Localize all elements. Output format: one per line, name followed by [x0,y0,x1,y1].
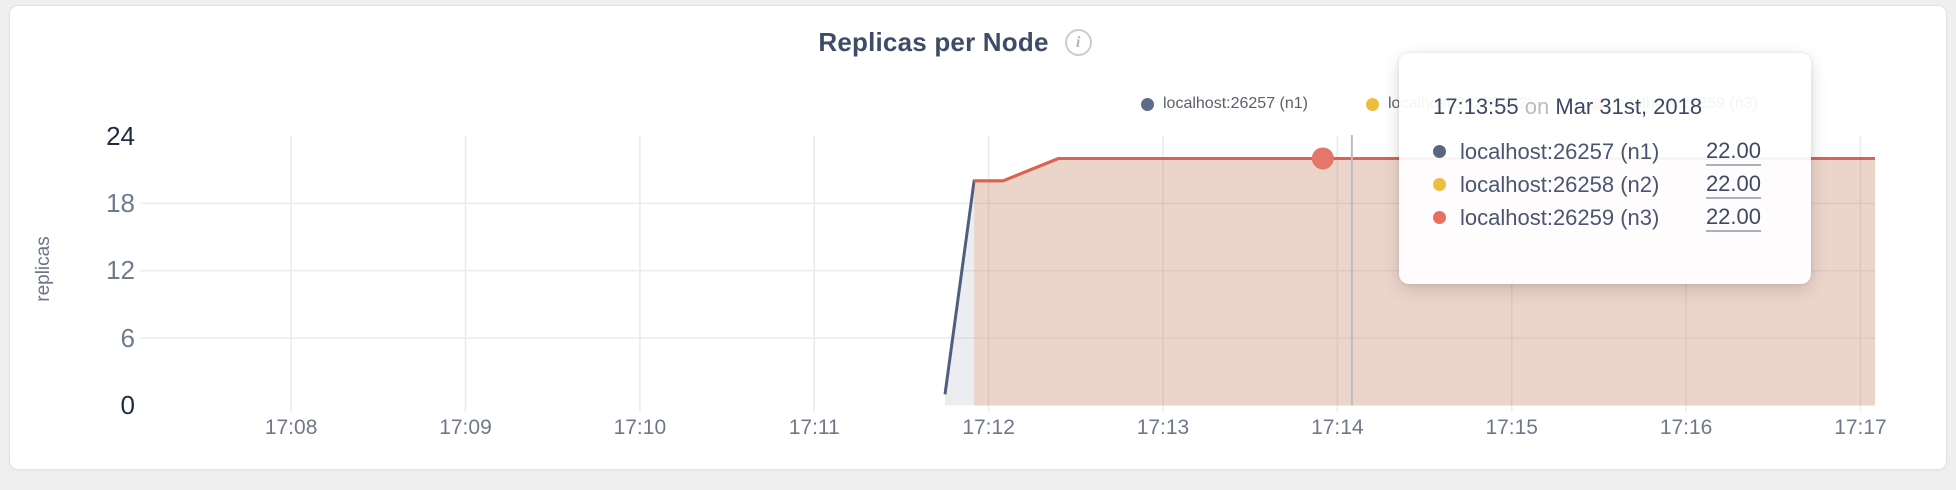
tooltip-header: 17:13:55 on Mar 31st, 2018 [1433,90,1783,123]
tooltip-row: localhost:26258 (n2) 22.00 [1433,168,1783,201]
x-tick-label: 17:08 [264,416,318,439]
y-tick-label: 12 [106,255,135,286]
y-tick-label: 18 [106,187,135,218]
tooltip-series-dot-icon [1433,178,1446,191]
chart-title: Replicas per Node [818,27,1049,57]
legend-dot-icon [1365,97,1379,111]
y-tick-label: 6 [120,322,135,353]
tooltip-series-dot-icon [1433,145,1446,158]
y-tick-label: 24 [106,120,135,151]
x-tick-label: 17:11 [788,416,840,439]
legend-label: localhost:26257 (n1) [1163,95,1308,112]
tooltip-series-value: 22.00 [1705,171,1761,199]
x-tick-label: 17:15 [1485,416,1538,439]
tooltip-time: 17:13:55 [1433,94,1519,119]
chart-title-row: Replicas per Node i [0,27,1910,58]
tooltip-row: localhost:26257 (n1) 22.00 [1433,135,1783,168]
tooltip-date: Mar 31st, 2018 [1555,94,1703,119]
tooltip-rows: localhost:26257 (n1) 22.00 localhost:26258… [1433,135,1783,234]
x-tick-label: 17:09 [439,416,492,439]
y-tick-label: 0 [120,390,135,420]
hover-tooltip: 17:13:55 on Mar 31st, 2018 localhost:262… [1399,53,1811,284]
tooltip-row: localhost:26259 (n3) 22.00 [1433,201,1783,234]
x-tick-label: 17:10 [613,416,667,439]
hover-point-dot [1311,147,1334,170]
tooltip-series-label: localhost:26257 (n1) [1460,138,1660,164]
legend-dot-icon [1141,97,1154,111]
x-tick-label: 17:13 [1136,416,1190,439]
x-tick-label: 17:14 [1311,416,1364,439]
info-icon[interactable]: i [1064,29,1092,56]
tooltip-series-label: localhost:26258 (n2) [1460,171,1660,197]
tooltip-series-value: 22.00 [1705,138,1761,166]
y-axis-label: replicas [33,236,54,302]
x-tick-label: 17:16 [1659,416,1713,439]
tooltip-series-dot-icon [1433,211,1446,224]
tooltip-series-value: 22.00 [1705,204,1761,232]
tooltip-series-label: localhost:26259 (n3) [1460,204,1660,230]
legend-item[interactable]: localhost:26257 (n1) [1141,95,1308,113]
tooltip-on-word: on [1524,94,1550,119]
x-tick-label: 17:17 [1834,416,1887,439]
x-tick-label: 17:12 [962,416,1015,439]
